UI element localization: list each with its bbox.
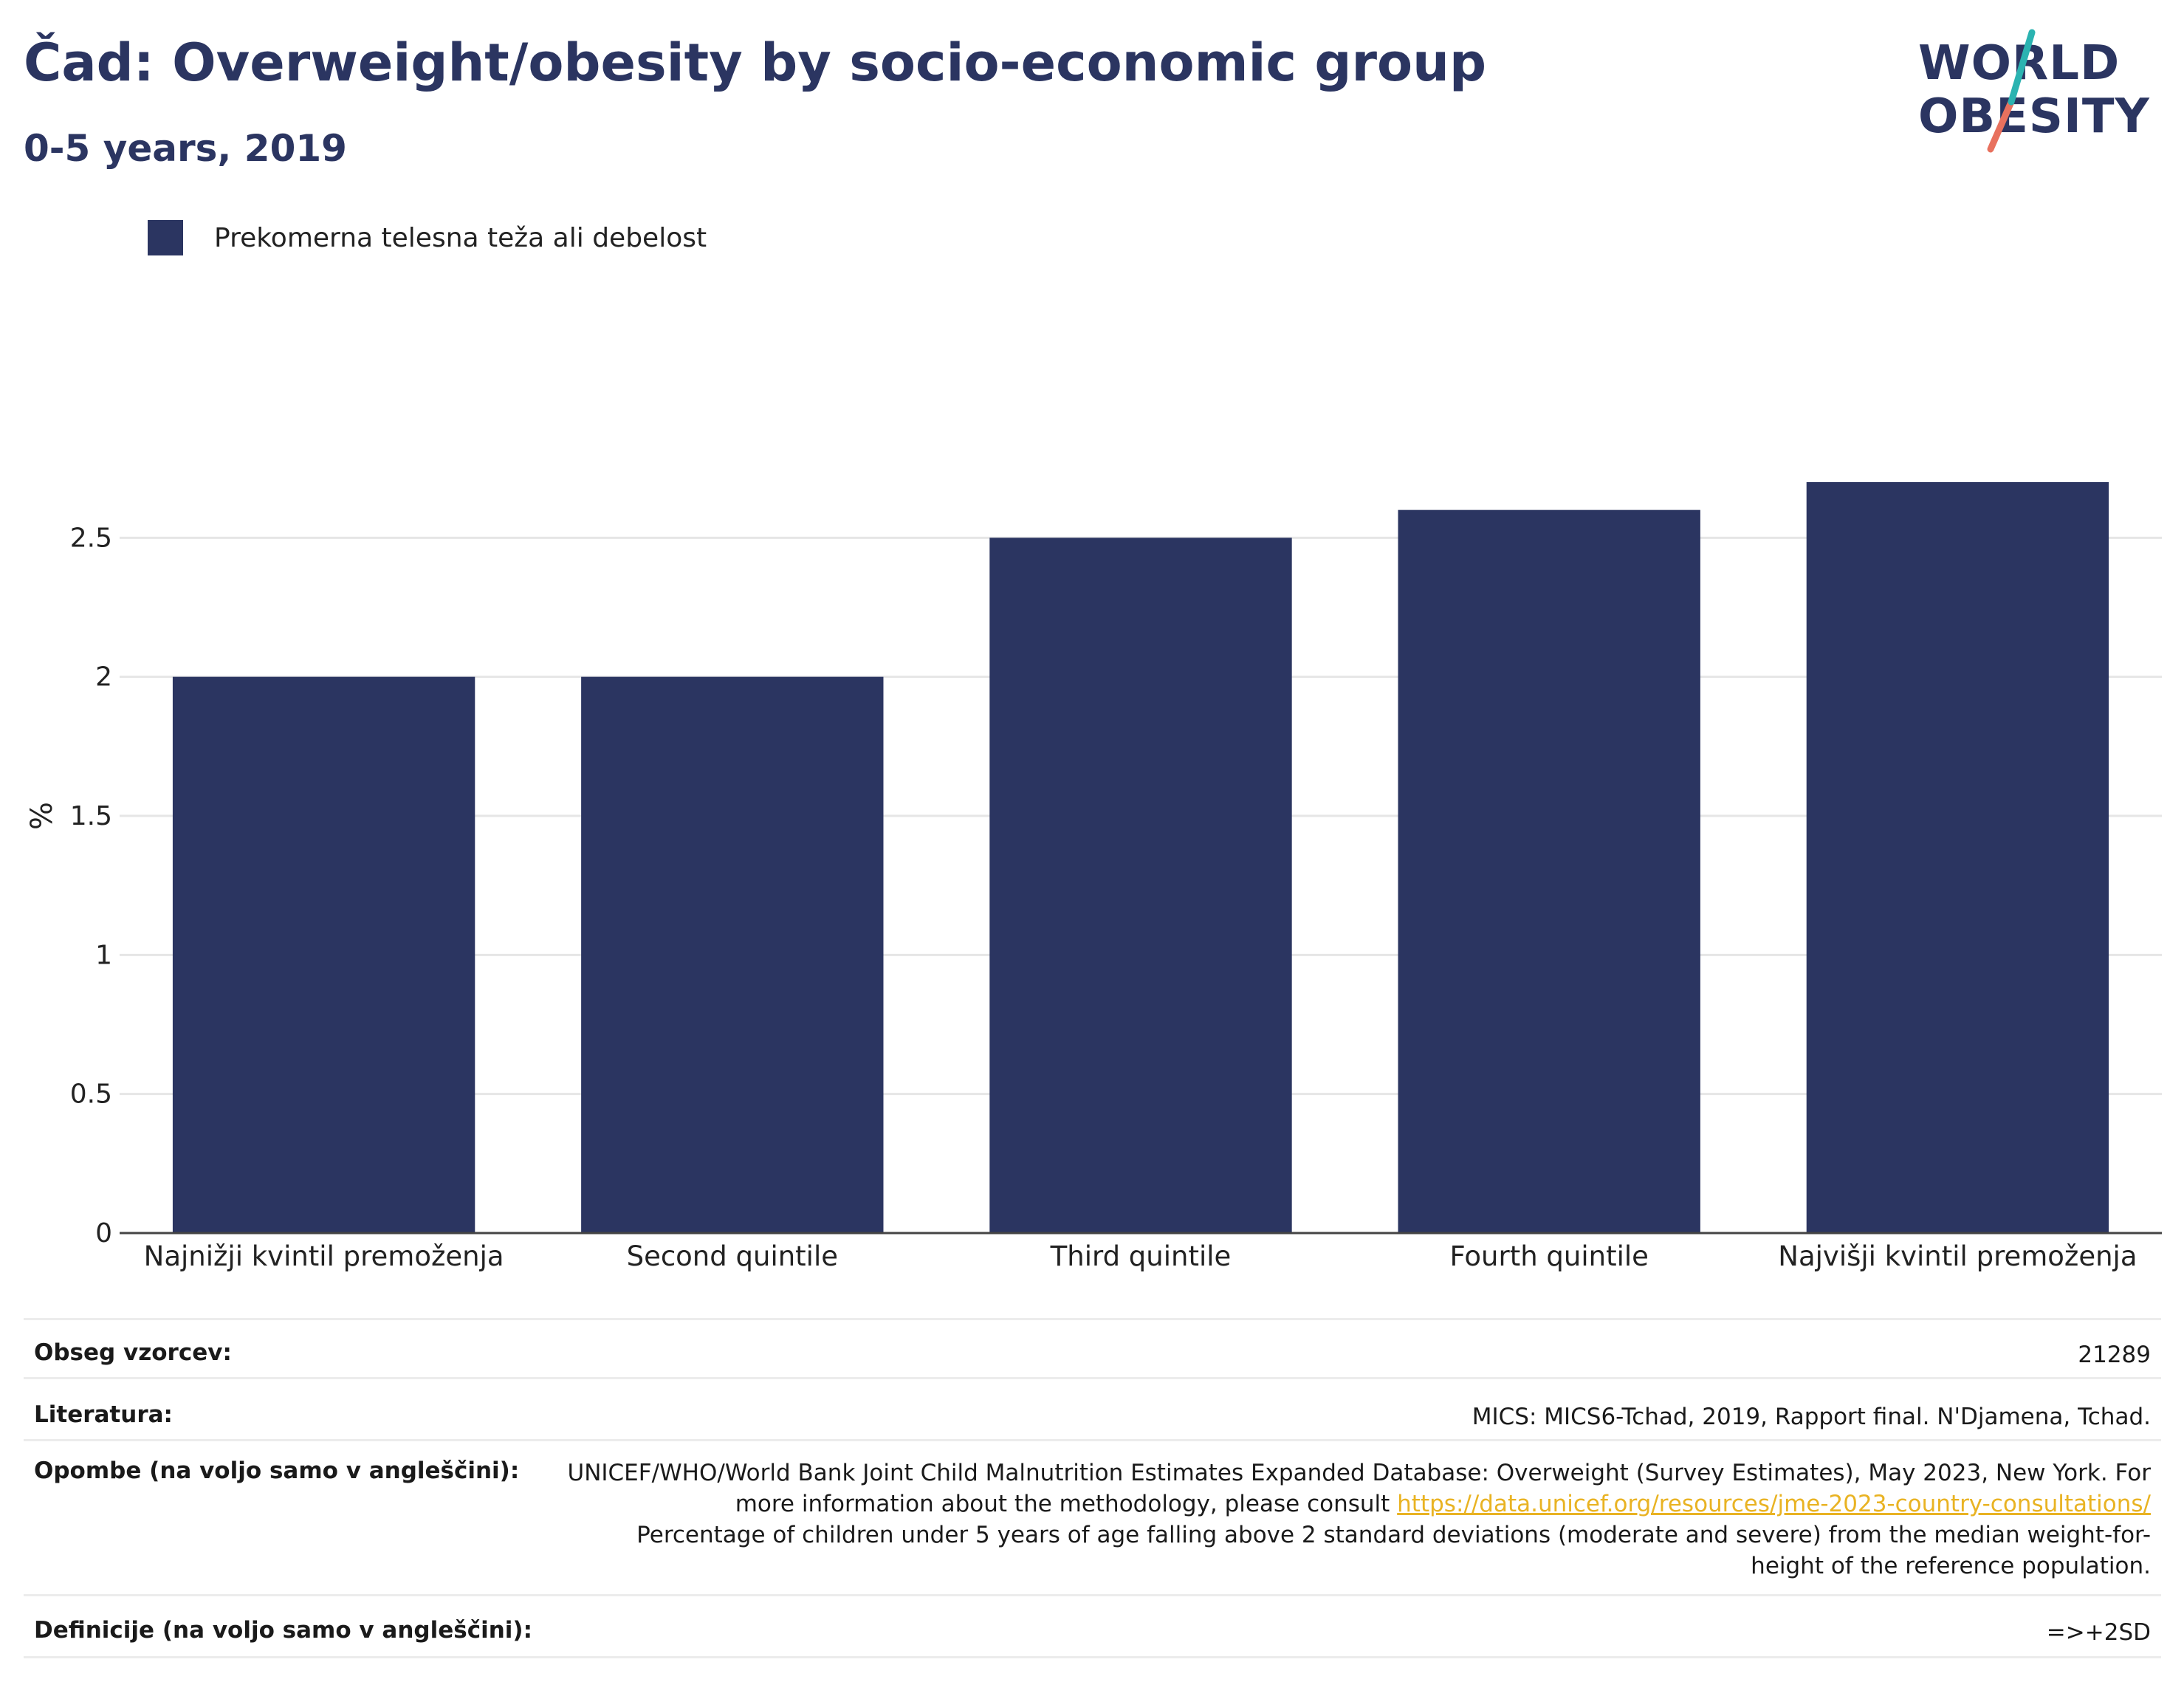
x-tick-label: Third quintile [1050,1240,1232,1272]
bar [581,676,884,1233]
y-tick-label: 2 [95,662,112,693]
info-row-notes: Opombe (na voljo samo v angleščini): UNI… [24,1439,2161,1596]
y-tick-label: 0 [95,1218,112,1249]
world-obesity-logo: WORLD OBESITY [1918,22,2162,155]
legend-label: Prekomerna telesna teža ali debelost [214,222,707,253]
literature-label: Literatura: [24,1377,555,1441]
notes-value: UNICEF/WHO/World Bank Joint Child Malnut… [555,1439,2161,1596]
chart-title: Čad: Overweight/obesity by socio-economi… [24,32,1487,93]
chart-subtitle: 0-5 years, 2019 [24,127,347,170]
logo-slash-icon [1987,29,2036,153]
bar [1806,482,2109,1233]
x-tick-label: Najvišji kvintil premoženja [1778,1240,2137,1272]
y-tick-label: 2.5 [70,523,112,553]
notes-text-2: Percentage of children under 5 years of … [636,1522,2151,1579]
notes-label: Opombe (na voljo samo v angleščini): [24,1439,555,1596]
chart-legend: Prekomerna telesna teža ali debelost [148,220,707,255]
y-tick-label: 0.5 [70,1079,112,1110]
bar [989,538,1292,1233]
info-table: Obseg vzorcev: 21289 Literatura: MICS: M… [24,1318,2161,1658]
x-tick-label: Fourth quintile [1449,1240,1648,1272]
bar-chart: 0 0.5 1 1.5 2 2.5% Najnižji kvintil premoženja… [25,482,2162,1272]
x-tick-label: Second quintile [627,1240,838,1272]
notes-text-1: UNICEF/WHO/World Bank Joint Child Malnut… [567,1460,2152,1517]
y-tick-label: 1 [95,940,112,970]
definitions-value: =>+2SD [555,1594,2161,1658]
bar [172,676,475,1233]
definitions-label: Definicije (na voljo samo v angleščini): [24,1594,555,1658]
sample-size-label: Obseg vzorcev: [24,1318,555,1379]
y-tick-label: 1.5 [70,801,112,831]
info-row-literature: Literatura: MICS: MICS6-Tchad, 2019, Rap… [24,1377,2161,1441]
bar [1398,509,1700,1233]
literature-value: MICS: MICS6-Tchad, 2019, Rapport final. … [555,1377,2161,1441]
y-axis-label: % [25,802,59,830]
info-row-sample: Obseg vzorcev: 21289 [24,1318,2161,1379]
notes-link[interactable]: https://data.unicef.org/resources/jme-20… [1397,1491,2151,1517]
legend-swatch [148,220,183,255]
info-row-definitions: Definicije (na voljo samo v angleščini):… [24,1594,2161,1658]
sample-size-value: 21289 [555,1318,2161,1379]
x-tick-label: Najnižji kvintil premoženja [144,1240,504,1272]
logo-word-obesity: OBESITY [1918,89,2150,144]
